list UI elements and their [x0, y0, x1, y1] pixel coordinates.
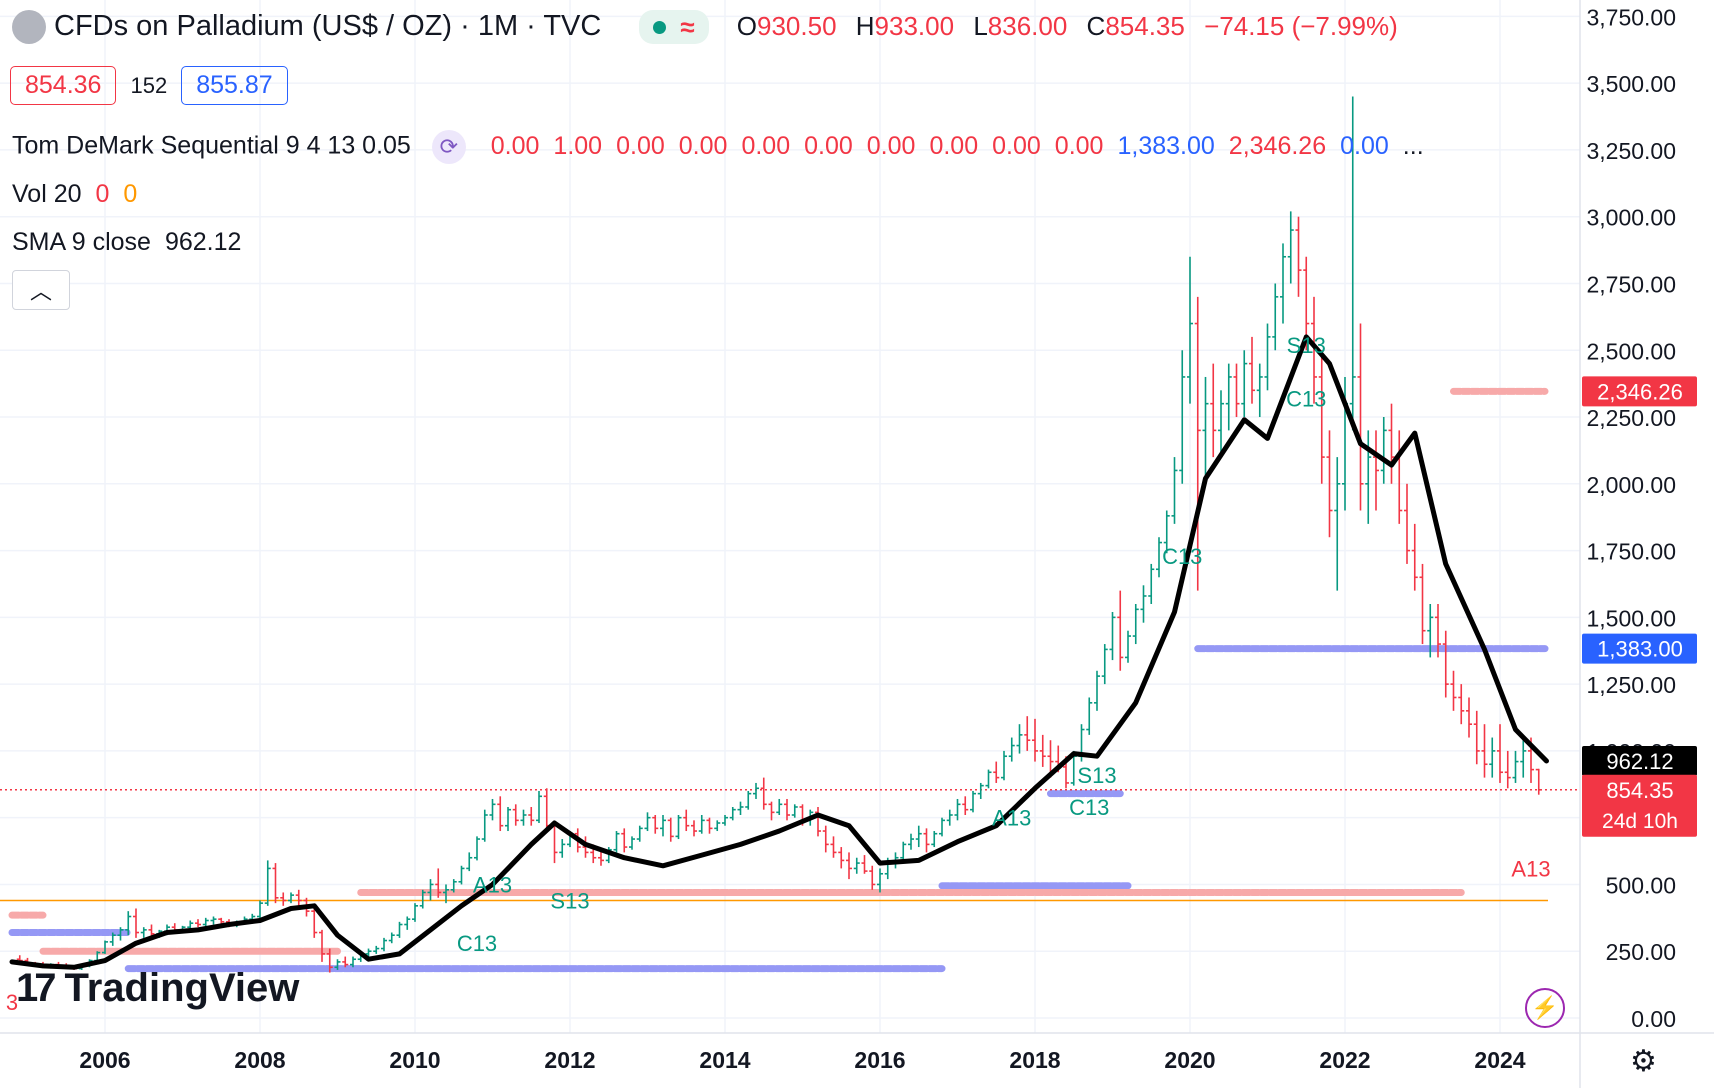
x-tick-label: 2014	[699, 1047, 750, 1073]
y-tick-label: 500.00	[1606, 872, 1676, 898]
buy-price-button[interactable]: 855.87	[181, 66, 288, 105]
y-tick-label: 3,000.00	[1586, 205, 1676, 231]
level-tag-resistance-bg	[1582, 376, 1697, 407]
level-tag-support: 1,383.00	[1597, 637, 1683, 662]
x-tick-label: 2010	[389, 1047, 440, 1073]
tradingview-mark-icon: 17	[16, 966, 56, 1010]
chart-title[interactable]: CFDs on Palladium (US$ / OZ) · 1M · TVC	[54, 10, 602, 42]
y-tick-label: 2,500.00	[1586, 338, 1676, 364]
td-count-label: C13	[1069, 795, 1109, 820]
x-tick-label: 2012	[544, 1047, 595, 1073]
tradingview-logo: 17 TradingView	[16, 966, 300, 1010]
x-tick-label: 2020	[1164, 1047, 1215, 1073]
td-count-label: A13	[473, 872, 512, 897]
td-count-label: S13	[550, 888, 589, 913]
y-tick-label: 2,750.00	[1586, 271, 1676, 297]
wave-icon: ≈	[680, 11, 695, 42]
settings-icon[interactable]: ⚙	[1630, 1045, 1657, 1078]
trade-price-boxes: 854.36 152 855.87	[10, 66, 288, 105]
y-tick-label: 3,500.00	[1586, 71, 1676, 97]
symbol-icon	[12, 10, 46, 45]
sma-value-tag-bg	[1582, 746, 1697, 777]
flash-icon[interactable]: ⚡	[1525, 988, 1565, 1028]
collapse-legend-button[interactable]: ︿	[12, 270, 70, 310]
y-tick-label: 1,250.00	[1586, 672, 1676, 698]
last-price-tag: 854.35	[1606, 778, 1673, 803]
level-tag-support-bg	[1582, 633, 1697, 664]
x-tick-label: 2008	[234, 1047, 285, 1073]
td-count-label: A13	[1511, 856, 1550, 881]
spread-value: 152	[130, 72, 168, 98]
indicator-name: Tom DeMark Sequential 9 4 13 0.05	[12, 131, 411, 160]
x-tick-label: 2024	[1474, 1047, 1525, 1073]
td-count-label: C13	[1286, 386, 1326, 411]
market-open-icon	[653, 20, 667, 34]
x-tick-label: 2018	[1009, 1047, 1060, 1073]
y-tick-label: 250.00	[1606, 939, 1676, 965]
sell-price-button[interactable]: 854.36	[10, 66, 117, 105]
status-pill[interactable]: ≈	[639, 10, 709, 45]
x-tick-label: 2022	[1319, 1047, 1370, 1073]
td-count-label: A13	[992, 806, 1031, 831]
y-tick-label: 1,750.00	[1586, 539, 1676, 565]
cycle-icon[interactable]: ⟳	[431, 130, 466, 164]
chevron-up-icon: ︿	[29, 279, 52, 304]
sma-value-tag: 962.12	[1606, 749, 1673, 774]
last-price-tag-bg	[1582, 774, 1697, 837]
td-count-label: C13	[1162, 544, 1202, 569]
level-tag-resistance: 2,346.26	[1597, 379, 1683, 404]
y-tick-label: 3,250.00	[1586, 138, 1676, 164]
countdown-tag: 24d 10h	[1602, 810, 1678, 833]
indicator-vol[interactable]: Vol 20 0 0	[12, 180, 138, 208]
ohlc-readout: O930.50 H933.00 L836.00 C854.35 −74.15 (…	[736, 11, 1398, 41]
indicator-sma[interactable]: SMA 9 close 962.12	[12, 228, 242, 256]
y-tick-label: 2,250.00	[1586, 405, 1676, 431]
y-tick-label: 1,500.00	[1586, 605, 1676, 631]
td-count-label: C13	[457, 931, 497, 956]
td-count-label: S13	[1077, 763, 1116, 788]
y-tick-label: 3,750.00	[1586, 4, 1676, 30]
sma-line	[9, 334, 1549, 970]
indicator-td-sequential[interactable]: Tom DeMark Sequential 9 4 13 0.05 ⟳ 0.00…	[12, 130, 1424, 164]
td-count-label: S13	[1287, 333, 1326, 358]
y-tick-label: 2,000.00	[1586, 472, 1676, 498]
chart-legend: CFDs on Palladium (US$ / OZ) · 1M · TVC …	[12, 10, 1410, 45]
td-count-label: 3	[6, 990, 18, 1015]
x-tick-label: 2016	[854, 1047, 905, 1073]
x-tick-label: 2006	[79, 1047, 130, 1073]
y-tick-label: 0.00	[1631, 1006, 1676, 1032]
